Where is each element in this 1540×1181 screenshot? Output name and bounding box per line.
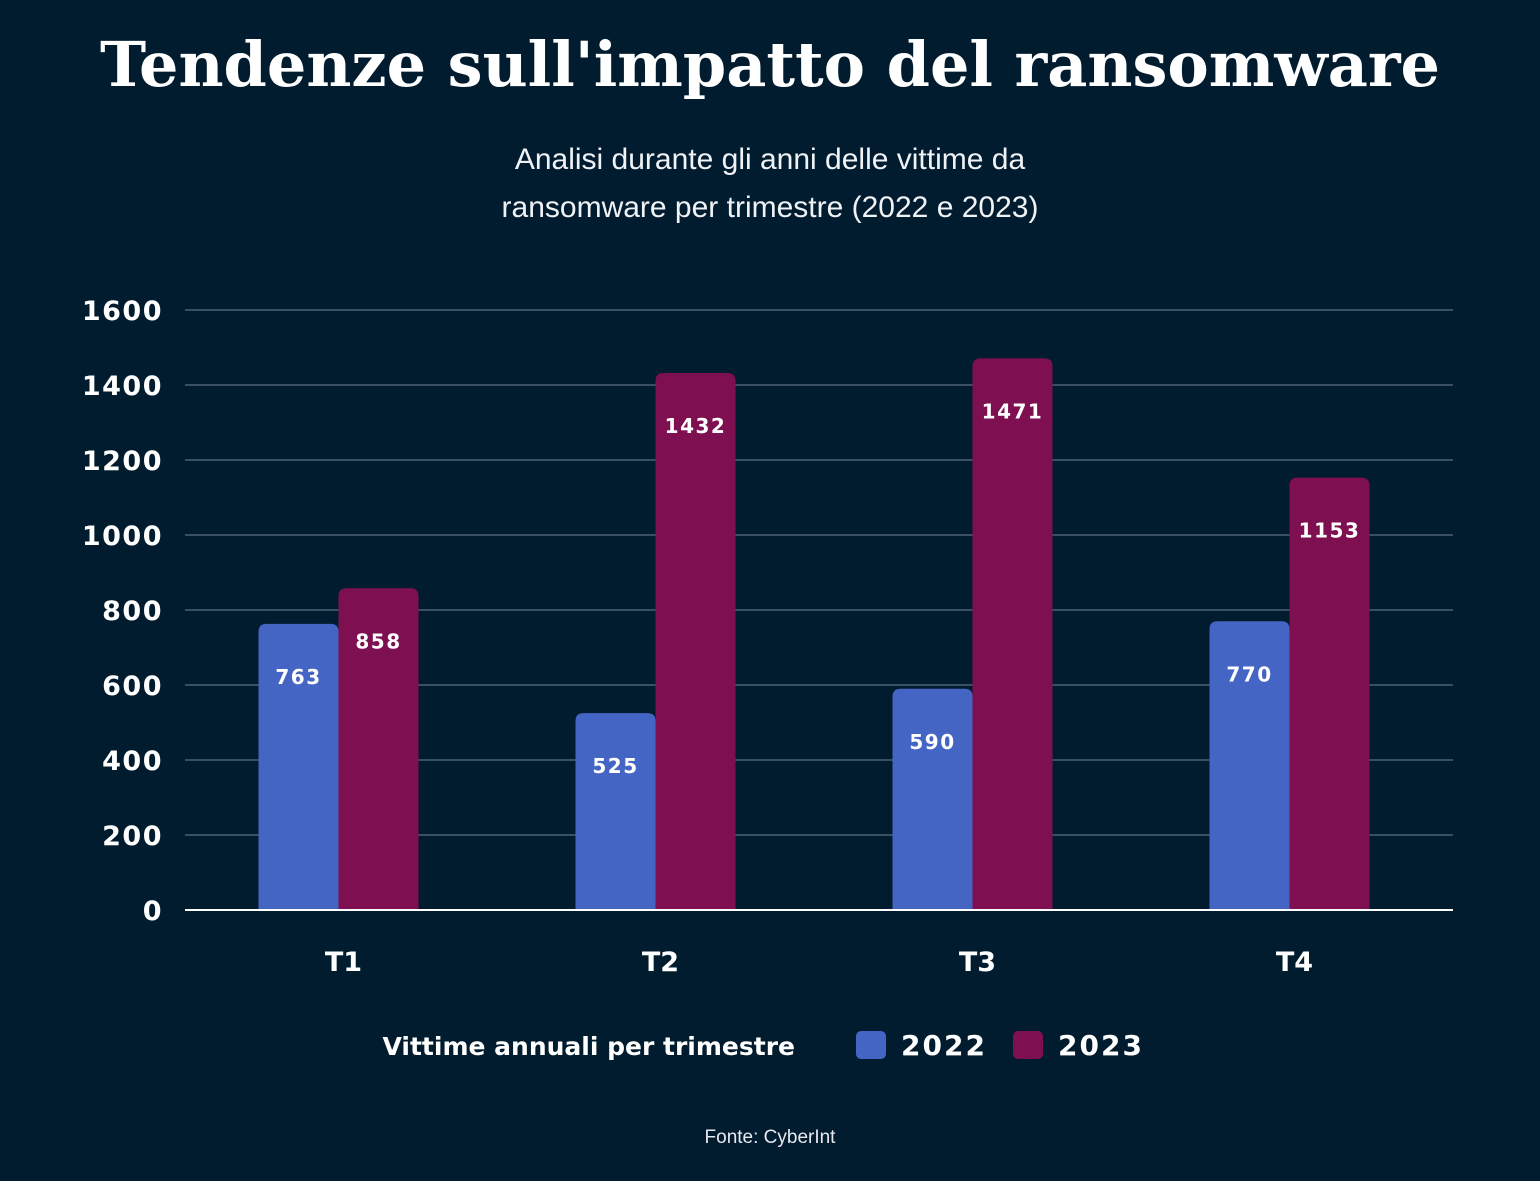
data-label: 1471 <box>982 399 1044 423</box>
data-label: 1432 <box>665 414 727 438</box>
y-tick-label: 800 <box>102 596 163 627</box>
bar-2023-T2 <box>655 373 736 910</box>
y-tick-label: 1200 <box>82 446 163 477</box>
data-label: 1153 <box>1299 519 1361 543</box>
y-tick-label: 0 <box>143 896 163 927</box>
bar-2022-T4 <box>1209 621 1290 910</box>
chart-subtitle: Analisi durante gli anni delle vittime d… <box>420 136 1120 232</box>
x-tick-label: T1 <box>325 947 362 978</box>
bar-2023-T4 <box>1289 477 1370 910</box>
legend-label: 2022 <box>901 1029 987 1062</box>
data-label: 858 <box>355 629 401 653</box>
legend-title: Vittime annuali per trimestre <box>383 1032 796 1061</box>
data-label: 525 <box>592 754 638 778</box>
legend-swatch-2022 <box>856 1031 886 1059</box>
legend-label: 2023 <box>1058 1029 1144 1062</box>
subtitle-line: ransomware per trimestre (2022 e 2023) <box>501 191 1039 224</box>
x-tick-label: T2 <box>642 947 679 978</box>
y-tick-label: 400 <box>102 746 163 777</box>
chart-title: Tendenze sull'impatto del ransomware <box>100 28 1440 101</box>
source-note: Fonte: CyberInt <box>704 1127 836 1148</box>
x-tick-label: T4 <box>1276 947 1313 978</box>
data-label: 770 <box>1226 662 1272 686</box>
bar-2022-T3 <box>892 688 973 910</box>
bar-2022-T1 <box>258 623 339 910</box>
y-tick-label: 200 <box>102 821 163 852</box>
bar-2023-T1 <box>338 588 419 910</box>
bar-2022-T2 <box>575 713 656 910</box>
legend-swatch-2023 <box>1013 1031 1043 1059</box>
subtitle-line: Analisi durante gli anni delle vittime d… <box>514 143 1026 176</box>
bar-2023-T3 <box>972 358 1053 910</box>
y-tick-label: 1000 <box>82 521 163 552</box>
y-tick-label: 1400 <box>82 371 163 402</box>
data-label: 763 <box>275 665 321 689</box>
y-tick-label: 1600 <box>82 296 163 327</box>
data-label: 590 <box>909 730 955 754</box>
y-tick-label: 600 <box>102 671 163 702</box>
x-tick-label: T3 <box>959 947 996 978</box>
